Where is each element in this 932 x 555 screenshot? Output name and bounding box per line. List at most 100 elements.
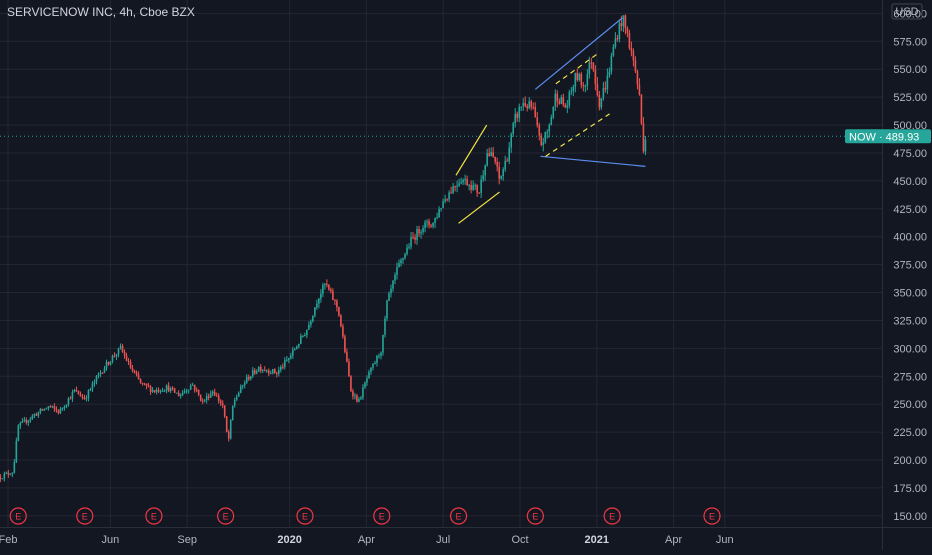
x-tick-label: Feb	[0, 534, 17, 546]
candle-body-down	[219, 400, 222, 404]
candle-body-down	[215, 395, 218, 397]
price-tag-text: NOW · 489.93	[849, 131, 919, 143]
y-tick-label: 575.00	[893, 36, 927, 48]
earnings-label: E	[15, 512, 21, 522]
candle-body-down	[640, 94, 643, 124]
candle-body-up	[372, 363, 374, 368]
candle-body-down	[107, 361, 110, 365]
candle-body-down	[636, 71, 639, 85]
candle-body-down	[412, 237, 414, 239]
candle-body-down	[634, 60, 637, 72]
candle-body-down	[516, 113, 519, 118]
candle-body-down	[259, 366, 262, 371]
candle-body-up	[464, 179, 466, 181]
y-tick-label: 475.00	[893, 148, 927, 160]
candle-body-down	[113, 355, 116, 357]
candle-body-up	[484, 165, 486, 176]
trendline	[540, 155, 646, 167]
candle-body-up	[284, 360, 286, 368]
candle-body-up	[71, 392, 74, 399]
candle-body-down	[282, 366, 284, 368]
y-tick-label: 500.00	[893, 120, 927, 132]
x-tick-label: Apr	[665, 534, 682, 546]
candle-body-up	[502, 169, 504, 177]
y-tick-label: 300.00	[893, 343, 927, 355]
candle-body-down	[632, 51, 635, 61]
candle-body-up	[105, 361, 108, 369]
candle-body-down	[450, 192, 452, 194]
candle-body-down	[247, 376, 250, 380]
candle-body-down	[538, 125, 541, 136]
candle-body-up	[45, 408, 48, 410]
candle-body-down	[628, 33, 631, 49]
candle-body-up	[175, 392, 178, 394]
candle-body-up	[310, 321, 312, 325]
candle-body-up	[47, 406, 50, 409]
earnings-label: E	[82, 512, 88, 522]
candle-body-down	[173, 388, 176, 393]
candle-body-up	[444, 199, 446, 202]
candle-body-up	[434, 217, 436, 223]
candle-body-up	[233, 399, 236, 406]
candle-body-up	[458, 183, 460, 186]
candle-body-up	[440, 208, 442, 210]
candle-body-up	[249, 376, 252, 380]
candle-body-up	[500, 176, 502, 179]
candle-body-down	[57, 410, 60, 414]
candle-body-up	[390, 288, 392, 294]
candle-body-up	[378, 355, 380, 357]
candle-body-up	[482, 175, 484, 180]
candle-body-down	[596, 83, 599, 95]
earnings-label: E	[379, 512, 385, 522]
earnings-marker	[603, 507, 621, 525]
candle-body-up	[384, 318, 386, 335]
candle-body-down	[582, 85, 585, 87]
y-tick-label: 350.00	[893, 288, 927, 300]
candle-body-down	[79, 394, 82, 397]
candle-body-up	[231, 405, 234, 421]
candle-body-up	[63, 406, 66, 409]
candle-body-up	[522, 102, 525, 107]
earnings-label: E	[609, 512, 615, 522]
candle-body-down	[630, 48, 633, 52]
candle-body-down	[348, 361, 350, 377]
candle-body-up	[606, 75, 609, 90]
candle-body-up	[508, 147, 511, 162]
candle-body-down	[526, 106, 529, 109]
candle-body-up	[29, 418, 32, 421]
candle-body-down	[53, 406, 56, 409]
candle-body-down	[592, 62, 595, 70]
candle-body-up	[257, 366, 260, 372]
candle-body-up	[181, 392, 184, 395]
candle-body-down	[135, 372, 138, 375]
candle-body-down	[352, 391, 354, 397]
candle-body-up	[504, 160, 506, 170]
candle-body-up	[237, 392, 240, 397]
candle-body-up	[618, 23, 621, 39]
candle-body-up	[255, 371, 258, 374]
candle-body-down	[0, 476, 2, 479]
candle-body-down	[642, 123, 645, 152]
candle-body-down	[598, 94, 601, 108]
candle-body-up	[151, 390, 154, 392]
candle-body-down	[336, 300, 338, 308]
candle-body-up	[462, 180, 464, 183]
candle-body-up	[518, 106, 521, 118]
candle-body-up	[235, 396, 238, 400]
candle-body-up	[572, 86, 575, 92]
candle-body-down	[488, 153, 490, 157]
candle-body-up	[480, 179, 482, 194]
candle-body-up	[9, 474, 12, 476]
candle-body-down	[195, 389, 198, 391]
candle-body-down	[227, 431, 230, 439]
candle-body-down	[466, 179, 468, 186]
candle-body-up	[87, 390, 90, 399]
candle-body-up	[304, 334, 306, 336]
candle-body-up	[528, 101, 531, 109]
candle-body-down	[223, 405, 226, 417]
candle-body-down	[350, 376, 352, 392]
earnings-label: E	[456, 512, 462, 522]
earnings-marker	[526, 507, 544, 525]
